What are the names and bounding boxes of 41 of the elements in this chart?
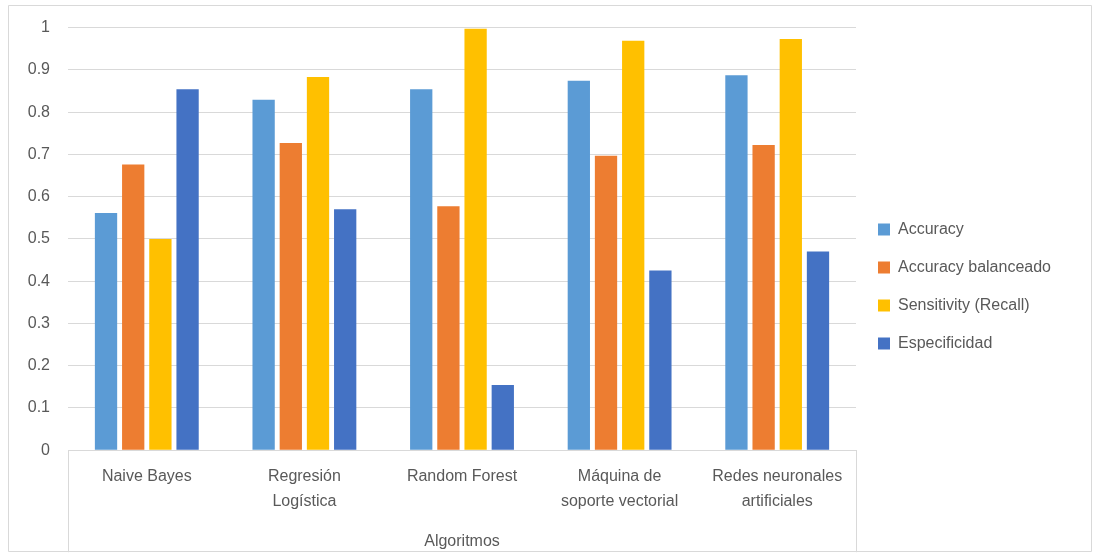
x-tick-label: Naive Bayes	[101, 467, 192, 485]
y-tick-label: 1	[41, 18, 51, 36]
x-axis-title: Algoritmos	[424, 531, 500, 549]
y-tick-label: 0.1	[27, 398, 51, 416]
x-tick-label: Redes neuronales artificiales	[712, 467, 843, 509]
bar	[306, 77, 330, 450]
bar	[725, 75, 748, 450]
y-tick-label: 0.8	[27, 102, 51, 120]
bar	[252, 99, 275, 450]
legend-label: Especificidad	[898, 333, 993, 351]
bar	[567, 80, 590, 450]
bar	[122, 164, 145, 450]
y-tick-label: 0	[41, 440, 51, 458]
bar	[752, 145, 775, 450]
y-tick-label: 0.2	[27, 356, 51, 374]
bar	[149, 238, 172, 450]
bar	[491, 385, 514, 450]
bar	[464, 28, 487, 450]
bar	[410, 89, 433, 450]
x-tick-label: Regresión Logística	[267, 467, 341, 509]
y-tick-label: 0.6	[27, 187, 51, 205]
bar	[594, 155, 618, 450]
bar	[622, 40, 645, 450]
legend-label: Accuracy balanceado	[898, 257, 1052, 275]
bar	[94, 213, 118, 450]
x-tick-label: Máquina de soporte vectorial	[560, 467, 679, 509]
bar	[176, 89, 199, 450]
y-tick-label: 0.3	[27, 313, 51, 331]
bar	[806, 251, 830, 450]
x-tick-label: Random Forest	[406, 467, 518, 485]
bar	[334, 209, 357, 450]
y-tick-label: 0.4	[27, 271, 51, 289]
y-tick-label: 0.7	[27, 144, 51, 162]
bar	[279, 142, 302, 450]
legend-label: Sensitivity (Recall)	[898, 295, 1030, 313]
legend-label: Accuracy	[898, 219, 964, 237]
bar	[437, 206, 460, 450]
bar	[649, 270, 672, 450]
y-tick-label: 0.9	[27, 60, 51, 78]
bar	[779, 39, 802, 450]
y-tick-label: 0.5	[27, 229, 51, 247]
